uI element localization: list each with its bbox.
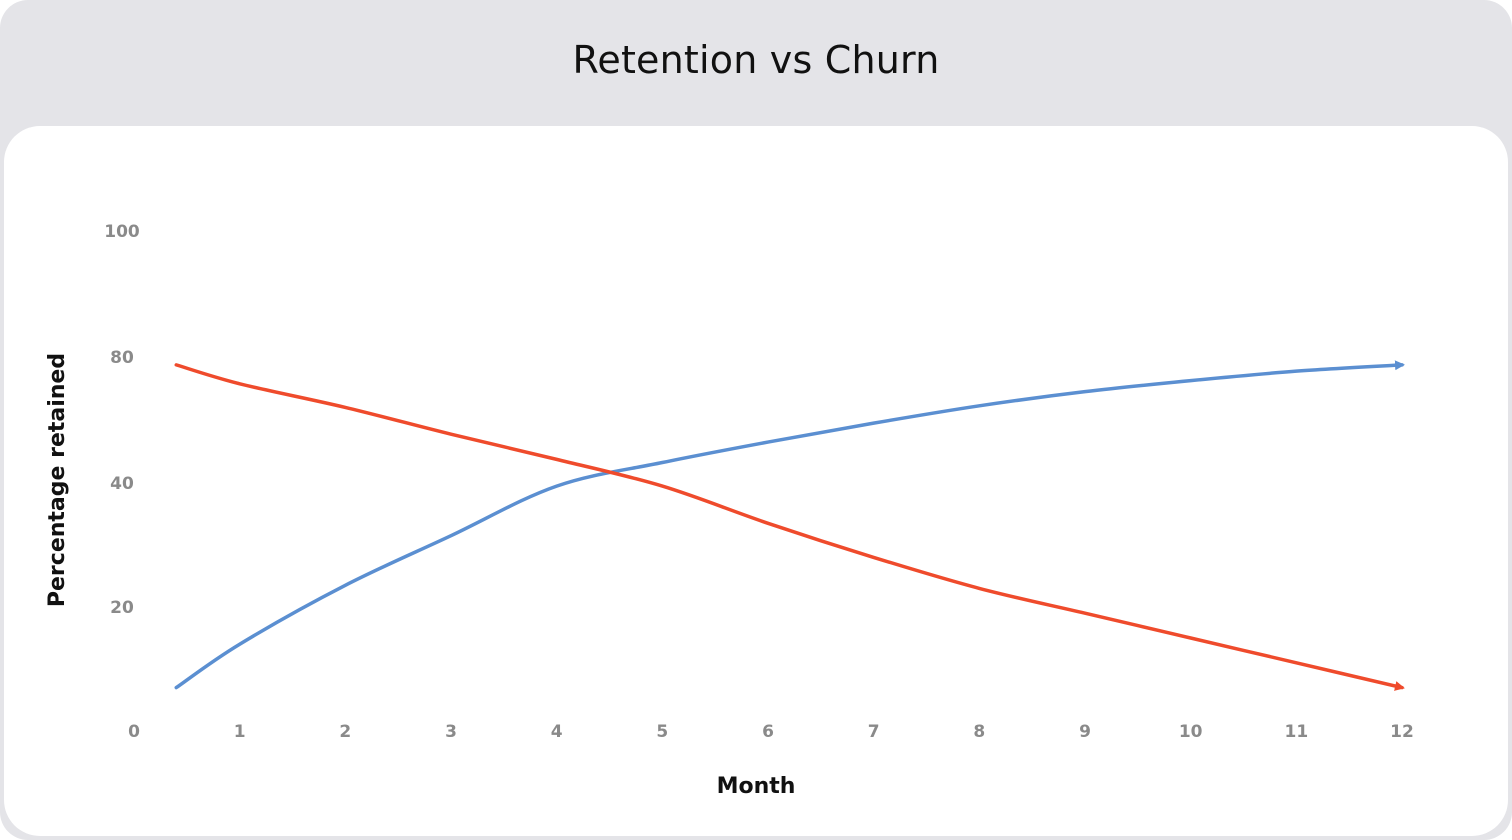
x-tick-label: 9	[1079, 722, 1091, 742]
series-line-retention	[174, 360, 1405, 690]
x-tick-label: 11	[1284, 722, 1308, 742]
y-axis-title: Percentage retained	[45, 353, 70, 607]
y-tick-label: 80	[110, 348, 134, 368]
x-tick-label: 6	[762, 722, 774, 742]
y-tick-label: 20	[110, 598, 134, 618]
series-line-churn	[174, 363, 1405, 691]
x-tick-label: 12	[1390, 722, 1414, 742]
x-axis-title: Month	[717, 774, 796, 799]
x-tick-label: 1	[234, 722, 246, 742]
y-tick-label: 100	[104, 222, 140, 242]
y-tick-label: 40	[110, 474, 134, 494]
x-tick-label: 4	[551, 722, 563, 742]
x-tick-label: 8	[973, 722, 985, 742]
x-tick-label: 0	[128, 722, 140, 742]
plot-card	[4, 126, 1508, 836]
x-tick-label: 2	[339, 722, 351, 742]
chart-title: Retention vs Churn	[572, 38, 940, 82]
x-tick-label: 5	[656, 722, 668, 742]
chart-header: Retention vs Churn	[0, 0, 1512, 126]
x-tick-label: 10	[1179, 722, 1203, 742]
x-tick-label: 7	[868, 722, 880, 742]
x-tick-label: 3	[445, 722, 457, 742]
